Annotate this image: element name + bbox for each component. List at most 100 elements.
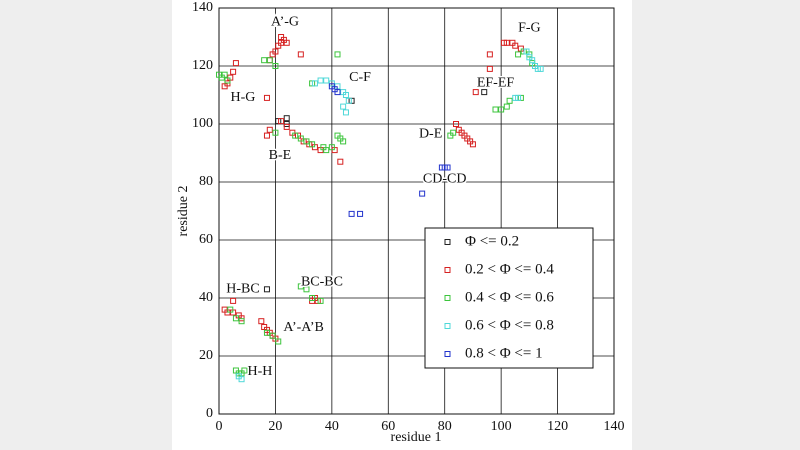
point <box>340 103 347 110</box>
point <box>328 144 335 151</box>
point <box>337 158 344 165</box>
point <box>323 147 330 154</box>
point <box>450 129 457 136</box>
point <box>278 118 285 125</box>
y-axis-label: residue 2 <box>176 186 191 237</box>
legend-marker <box>444 295 451 301</box>
point <box>238 376 245 383</box>
point <box>272 129 279 136</box>
x-tick-label: 140 <box>604 419 625 434</box>
point <box>357 210 364 217</box>
point <box>266 57 273 64</box>
annotation: B-E <box>269 148 292 163</box>
annotation: H-G <box>231 90 256 105</box>
annotation: A’-A’B <box>283 320 323 335</box>
legend-label: 0.6 < Φ <= 0.8 <box>465 317 554 333</box>
point <box>224 77 231 84</box>
point <box>230 297 237 304</box>
point <box>309 295 316 301</box>
point <box>263 329 270 336</box>
x-axis-label: residue 1 <box>391 430 442 445</box>
point <box>481 77 488 84</box>
point <box>232 315 239 322</box>
x-tick-label: 0 <box>216 419 223 434</box>
point <box>232 60 239 67</box>
point <box>323 77 330 84</box>
point <box>523 48 530 55</box>
point <box>297 135 304 142</box>
point <box>506 97 513 104</box>
panel <box>172 0 632 450</box>
point <box>529 57 536 64</box>
annotation: CD-CD <box>423 171 467 186</box>
annotation: EF-EF <box>477 76 515 91</box>
y-tick-label: 120 <box>192 58 213 73</box>
point <box>486 51 493 58</box>
point <box>503 39 510 46</box>
legend-marker <box>444 267 451 273</box>
y-tick-label: 0 <box>206 406 213 421</box>
point <box>311 80 318 87</box>
point <box>512 42 519 49</box>
point <box>515 51 522 58</box>
y-tick-label: 20 <box>199 348 213 363</box>
x-tick-label: 20 <box>268 419 282 434</box>
point <box>238 318 245 325</box>
legend-marker <box>444 351 451 357</box>
point <box>537 65 544 72</box>
legend-label: 0.8 < Φ <= 1 <box>465 345 543 361</box>
point <box>266 126 273 133</box>
point <box>272 48 279 55</box>
point <box>348 210 355 217</box>
point <box>515 94 522 101</box>
legend-label: 0.4 < Φ <= 0.6 <box>465 289 554 305</box>
annotation: F-G <box>518 21 541 36</box>
point <box>263 94 270 101</box>
legend-label: 0.2 < Φ <= 0.4 <box>465 261 554 277</box>
y-tick-label: 100 <box>192 116 213 131</box>
point <box>263 286 270 293</box>
point <box>283 39 290 46</box>
annotation: A’-G <box>271 15 299 30</box>
point <box>469 141 476 148</box>
legend-marker <box>444 239 451 245</box>
y-tick-label: 40 <box>199 290 213 305</box>
point <box>472 89 479 96</box>
point <box>258 318 265 325</box>
plot-frame <box>218 7 615 415</box>
point <box>419 190 426 197</box>
y-tick-label: 140 <box>192 0 213 15</box>
point <box>444 164 451 171</box>
annotation: C-F <box>349 70 371 85</box>
point <box>297 283 304 290</box>
point <box>263 132 270 139</box>
point <box>241 367 248 374</box>
point <box>342 109 349 116</box>
x-tick-label: 80 <box>438 419 452 434</box>
point <box>492 106 499 113</box>
x-tick-label: 120 <box>547 419 568 434</box>
point <box>345 97 352 104</box>
point <box>503 103 510 110</box>
annotation: BC-BC <box>301 274 343 289</box>
point <box>486 65 493 72</box>
point <box>303 286 310 293</box>
point <box>317 297 324 304</box>
point <box>303 138 310 145</box>
point <box>481 89 488 96</box>
point <box>221 71 228 78</box>
x-tick-label: 100 <box>491 419 512 434</box>
point <box>498 106 505 113</box>
point <box>261 57 268 64</box>
y-tick-label: 60 <box>199 232 213 247</box>
point <box>317 77 324 84</box>
legend-label: Φ <= 0.2 <box>465 233 519 249</box>
point <box>221 83 228 90</box>
point <box>227 306 234 313</box>
point <box>283 115 290 122</box>
point <box>342 92 349 98</box>
point <box>292 132 299 139</box>
annotation: H-BC <box>226 282 259 297</box>
